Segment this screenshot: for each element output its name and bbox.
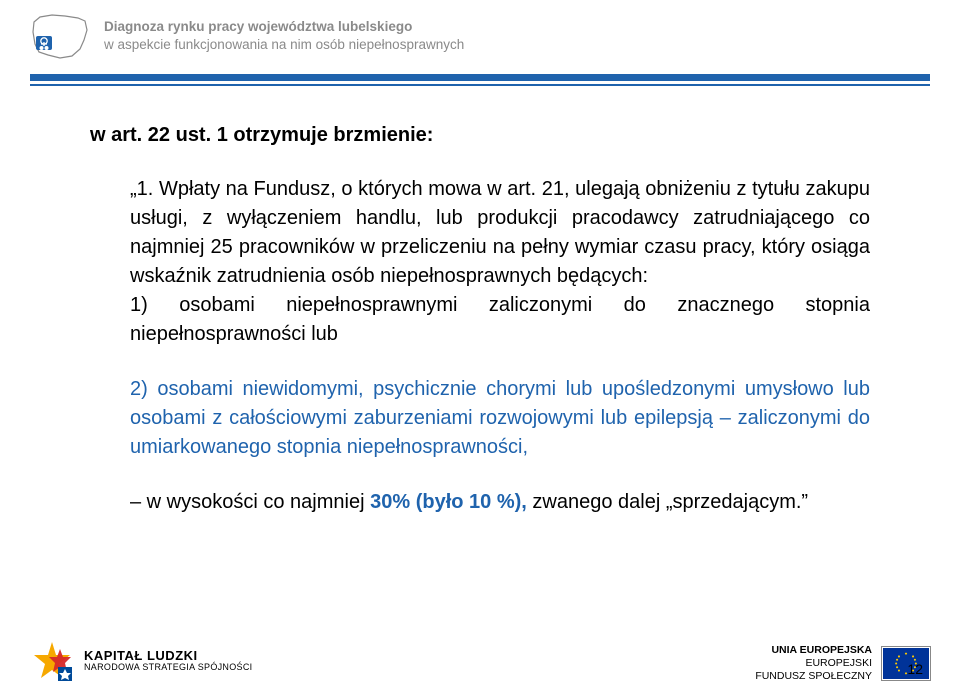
kl-text: KAPITAŁ LUDZKI NARODOWA STRATEGIA SPÓJNO…: [84, 649, 252, 673]
eu-line2: EUROPEJSKI: [755, 657, 872, 670]
kapital-ludzki-logo: KAPITAŁ LUDZKI NARODOWA STRATEGIA SPÓJNO…: [30, 639, 252, 683]
header-text: Diagnoza rynku pracy województwa lubelsk…: [104, 18, 464, 54]
eu-flag-icon: 12: [882, 647, 930, 680]
tail-previous: (było 10 %),: [416, 491, 527, 513]
kl-subtitle: NARODOWA STRATEGIA SPÓJNOŚCI: [84, 663, 252, 673]
map-poland-icon: [30, 12, 90, 60]
eu-line3: FUNDUSZ SPOŁECZNY: [755, 670, 872, 683]
list-item-1: 1) osobami niepełnosprawnymi zaliczonymi…: [130, 291, 870, 349]
quote-lead: „1. Wpłaty na Fundusz, o których mowa w …: [130, 175, 870, 291]
header-line1: Diagnoza rynku pracy województwa lubelsk…: [104, 18, 464, 36]
list-item-2: 2) osobami niewidomymi, psychicznie chor…: [130, 375, 870, 462]
eu-logo-block: UNIA EUROPEJSKA EUROPEJSKI FUNDUSZ SPOŁE…: [755, 644, 930, 683]
header-rule: [30, 74, 930, 86]
tail-post: zwanego dalej „sprzedającym.”: [527, 491, 808, 513]
page-number: 12: [907, 661, 923, 677]
quote-block: „1. Wpłaty na Fundusz, o których mowa w …: [130, 175, 870, 517]
page-footer: KAPITAŁ LUDZKI NARODOWA STRATEGIA SPÓJNO…: [30, 639, 930, 683]
eu-line1: UNIA EUROPEJSKA: [755, 644, 872, 657]
article-heading: w art. 22 ust. 1 otrzymuje brzmienie:: [90, 124, 870, 147]
kl-star-icon: [30, 639, 74, 683]
tail-percent: 30%: [370, 491, 410, 513]
document-body: w art. 22 ust. 1 otrzymuje brzmienie: „1…: [0, 86, 960, 517]
page-header: Diagnoza rynku pracy województwa lubelsk…: [0, 0, 960, 68]
tail-line: – w wysokości co najmniej 30% (było 10 %…: [130, 488, 870, 517]
tail-pre: – w wysokości co najmniej: [130, 491, 370, 513]
eu-text: UNIA EUROPEJSKA EUROPEJSKI FUNDUSZ SPOŁE…: [755, 644, 872, 683]
header-line2: w aspekcie funkcjonowania na nim osób ni…: [104, 36, 464, 54]
